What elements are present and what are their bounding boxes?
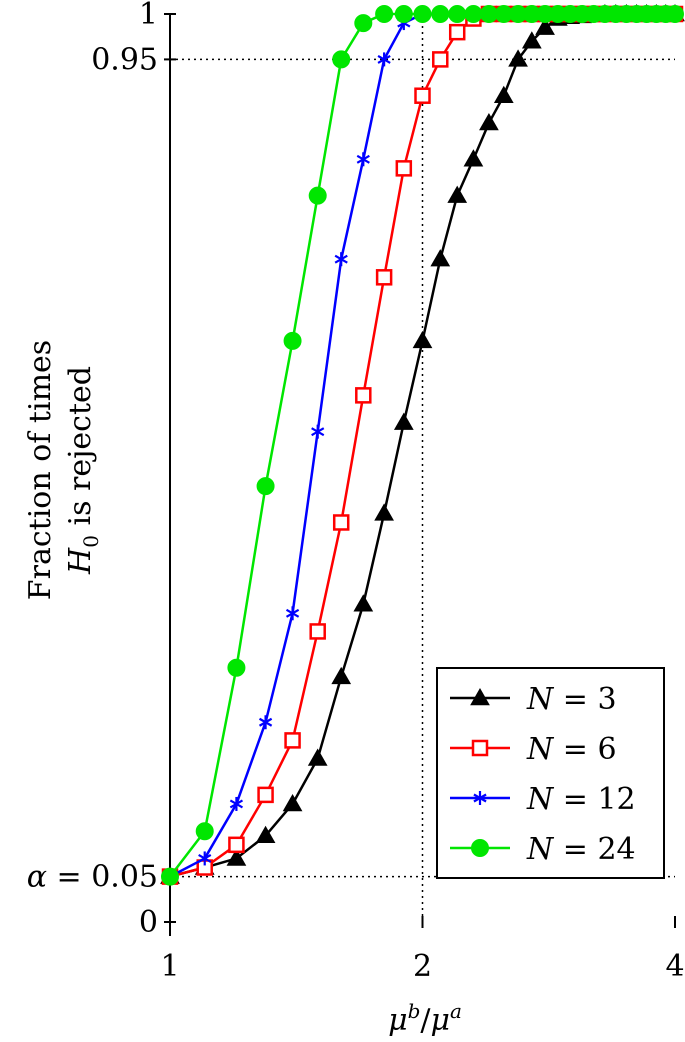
y-axis-label: Fraction of times H0 is rejected bbox=[23, 340, 103, 600]
data-point bbox=[431, 5, 450, 23]
data-point bbox=[198, 851, 212, 866]
data-point bbox=[464, 5, 483, 23]
data-point bbox=[195, 822, 214, 841]
data-point bbox=[331, 666, 352, 685]
data-point bbox=[255, 825, 276, 843]
data-point bbox=[353, 594, 374, 612]
data-point bbox=[432, 51, 449, 68]
y-tick-label: 0 bbox=[139, 905, 158, 940]
data-point bbox=[394, 5, 413, 23]
x-axis-label: μb/μa bbox=[388, 999, 462, 1038]
data-point bbox=[375, 269, 393, 286]
data-point bbox=[430, 249, 451, 267]
star-stroke bbox=[377, 54, 391, 64]
data-point bbox=[258, 715, 273, 730]
data-point bbox=[414, 87, 431, 104]
legend-entry: N = 3 bbox=[450, 682, 617, 717]
data-point bbox=[521, 31, 542, 49]
legend-entry: N = 12 bbox=[450, 782, 636, 817]
data-point bbox=[161, 867, 179, 886]
data-point bbox=[334, 252, 348, 267]
data-point bbox=[285, 606, 300, 621]
star-stroke bbox=[285, 608, 300, 618]
legend-marker bbox=[473, 791, 487, 805]
legend-entry: N = 24 bbox=[450, 832, 636, 867]
data-point bbox=[308, 186, 327, 205]
data-point bbox=[226, 848, 247, 866]
star-stroke bbox=[356, 154, 370, 164]
data-point bbox=[311, 424, 325, 439]
y-axis-label-line2: H0 is rejected bbox=[63, 366, 103, 575]
axes: 0 α = 0.05 0.95 1 1 2 4 μb/μa Fraction of times H… bbox=[23, 0, 685, 1038]
x-tick-label: 1 bbox=[160, 949, 179, 984]
legend-label: N = 24 bbox=[526, 832, 636, 867]
legend-marker bbox=[470, 687, 490, 706]
y-tick-label: 1 bbox=[139, 0, 158, 32]
data-point bbox=[309, 623, 326, 640]
legend-marker bbox=[471, 839, 489, 857]
data-point bbox=[228, 836, 245, 854]
series-N-24 bbox=[161, 5, 684, 886]
y-axis-label-line1: Fraction of times bbox=[23, 340, 58, 600]
data-point bbox=[355, 387, 372, 404]
data-point bbox=[395, 160, 413, 177]
data-point bbox=[307, 748, 328, 766]
data-point bbox=[393, 412, 414, 430]
legend: N = 3 N = 6 N = 12 N = 24 bbox=[436, 667, 665, 879]
data-series bbox=[160, 3, 685, 886]
data-point bbox=[448, 23, 466, 41]
data-point bbox=[283, 331, 302, 350]
data-point bbox=[257, 786, 274, 804]
data-point bbox=[229, 796, 244, 811]
data-point bbox=[535, 17, 555, 35]
x-tick-label: 2 bbox=[413, 949, 432, 984]
data-point bbox=[463, 149, 484, 167]
data-point bbox=[479, 112, 499, 131]
data-point bbox=[374, 503, 394, 521]
data-point bbox=[256, 477, 275, 496]
data-point bbox=[508, 49, 528, 67]
data-point bbox=[227, 658, 246, 677]
data-point bbox=[332, 514, 350, 531]
legend-label: N = 12 bbox=[526, 782, 636, 817]
data-point bbox=[448, 5, 467, 23]
legend-marker bbox=[471, 739, 489, 757]
legend-label: N = 6 bbox=[526, 732, 617, 767]
data-point bbox=[282, 793, 303, 812]
legend-entry: N = 6 bbox=[450, 732, 617, 767]
star-stroke bbox=[198, 853, 212, 863]
data-point bbox=[354, 14, 373, 33]
data-point bbox=[666, 5, 684, 23]
x-tick-label: 4 bbox=[665, 949, 684, 984]
data-point bbox=[493, 85, 514, 103]
star-stroke bbox=[334, 254, 348, 264]
data-point bbox=[413, 5, 432, 23]
data-point bbox=[284, 732, 301, 749]
legend-label: N = 3 bbox=[526, 682, 617, 717]
data-point bbox=[377, 52, 391, 67]
star-stroke bbox=[258, 717, 273, 727]
star-stroke bbox=[473, 793, 487, 803]
star-stroke bbox=[229, 799, 244, 809]
data-point bbox=[356, 152, 370, 167]
y-tick-label: 0.95 bbox=[91, 42, 158, 77]
data-point bbox=[332, 50, 351, 69]
star-stroke bbox=[311, 427, 325, 437]
y-tick-label: α = 0.05 bbox=[27, 860, 158, 895]
data-point bbox=[447, 185, 468, 203]
data-point bbox=[375, 5, 394, 23]
data-point bbox=[412, 330, 433, 349]
